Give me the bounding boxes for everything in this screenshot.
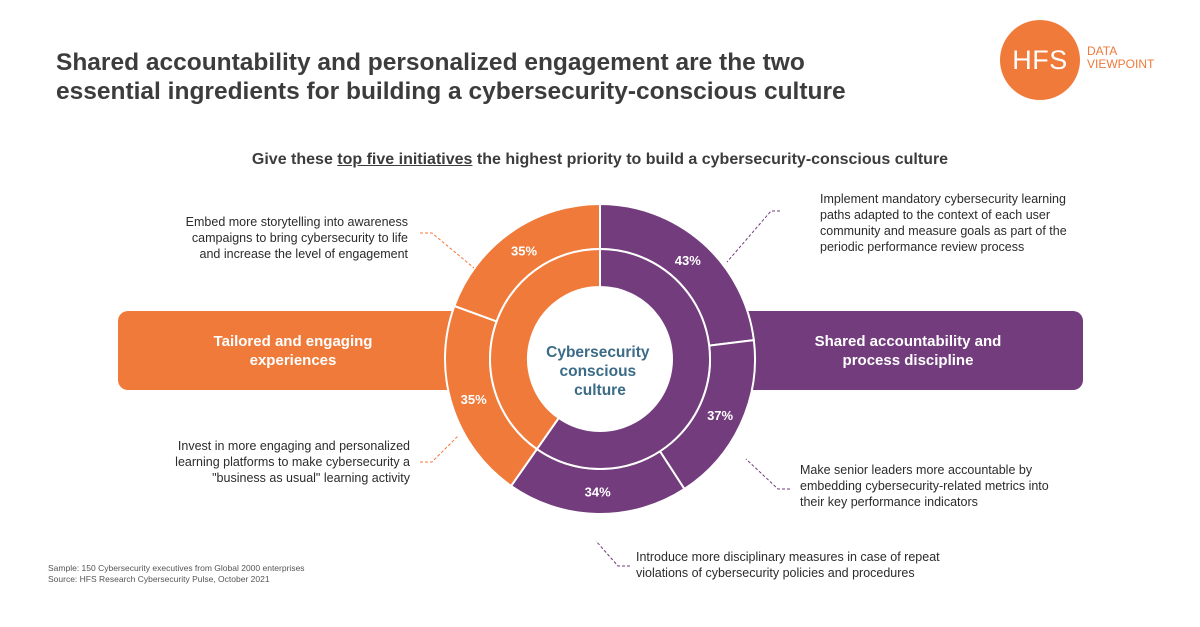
slice-label-learning-paths: 43% <box>675 253 701 268</box>
note-line: learning platforms to make cybersecurity… <box>175 455 410 469</box>
note-platforms: Invest in more engaging and personalized… <box>130 438 410 486</box>
callout-line-storytelling <box>420 232 475 269</box>
source-note: Sample: 150 Cybersecurity executives fro… <box>48 563 305 585</box>
title-line-2: essential ingredients for building a cyb… <box>56 78 846 105</box>
hfs-logo: HFS <box>1000 20 1080 100</box>
callout-line-platforms <box>420 434 460 463</box>
source-line-2: Source: HFS Research Cybersecurity Pulse… <box>48 574 270 584</box>
callout-line-disciplinary <box>595 540 630 567</box>
logo-sub-line-2: VIEWPOINT <box>1087 57 1155 71</box>
note-line: their key performance indicators <box>800 495 978 509</box>
slice-label-leaders: 37% <box>707 408 733 423</box>
logo-text: HFS <box>1012 44 1068 75</box>
note-disciplinary: Introduce more disciplinary measures in … <box>636 549 996 581</box>
page-title: Shared accountability and personalized e… <box>56 48 956 106</box>
logo-sub-line-1: DATA <box>1087 44 1118 58</box>
note-learning-paths: Implement mandatory cybersecurity learni… <box>820 191 1110 255</box>
note-storytelling: Embed more storytelling into awareness c… <box>140 214 408 262</box>
center-line-3: culture <box>574 382 626 399</box>
note-leaders: Make senior leaders more accountable by … <box>800 462 1090 510</box>
chart-subtitle: Give these top five initiatives the high… <box>0 151 1200 169</box>
slice-label-storytelling: 35% <box>511 243 537 258</box>
banner-left-line-1: Tailored and engaging <box>213 332 373 350</box>
note-line: paths adapted to the context of each use… <box>820 208 1051 222</box>
note-line: embedding cybersecurity-related metrics … <box>800 479 1049 493</box>
note-line: Invest in more engaging and personalized <box>177 439 410 453</box>
center-line-1: Cybersecurity <box>546 344 650 361</box>
note-line: Introduce more disciplinary measures in … <box>636 550 940 564</box>
callout-line-leaders <box>745 458 790 490</box>
note-line: violations of cybersecurity policies and… <box>636 566 915 580</box>
note-line: Implement mandatory cybersecurity learni… <box>820 192 1066 206</box>
banner-right-line-2: process discipline <box>842 351 974 369</box>
banner-left-line-2: experiences <box>249 351 337 369</box>
note-line: Embed more storytelling into awareness <box>185 215 408 229</box>
slice-labels: 43% 37% 34% 35% 35% <box>461 243 734 499</box>
logo-subtitle: DATA VIEWPOINT <box>1087 45 1154 71</box>
subtitle-emphasis: top five initiatives <box>337 151 473 168</box>
note-line: community and measure goals as part of t… <box>820 224 1067 238</box>
callout-line-learning-paths <box>726 210 780 263</box>
center-label: Cybersecurity conscious culture <box>546 344 654 399</box>
outer-ring <box>444 202 756 515</box>
slice-label-disciplinary: 34% <box>585 484 611 499</box>
note-line: campaigns to bring cybersecurity to life <box>191 231 408 245</box>
banner-right-line-1: Shared accountability and <box>814 332 1002 350</box>
title-line-1: Shared accountability and personalized e… <box>56 49 805 76</box>
donut-hole <box>528 287 672 431</box>
subtitle-suffix: the highest priority to build a cybersec… <box>472 151 949 168</box>
source-line-1: Sample: 150 Cybersecurity executives fro… <box>48 563 305 573</box>
note-line: Make senior leaders more accountable by <box>800 463 1033 477</box>
note-line: and increase the level of engagement <box>199 247 408 261</box>
subtitle-prefix: Give these <box>251 151 338 168</box>
note-line: "business as usual" learning activity <box>212 471 410 485</box>
slice-label-platforms: 35% <box>461 392 487 407</box>
note-line: periodic performance review process <box>820 240 1025 254</box>
center-line-2: conscious <box>560 363 637 380</box>
